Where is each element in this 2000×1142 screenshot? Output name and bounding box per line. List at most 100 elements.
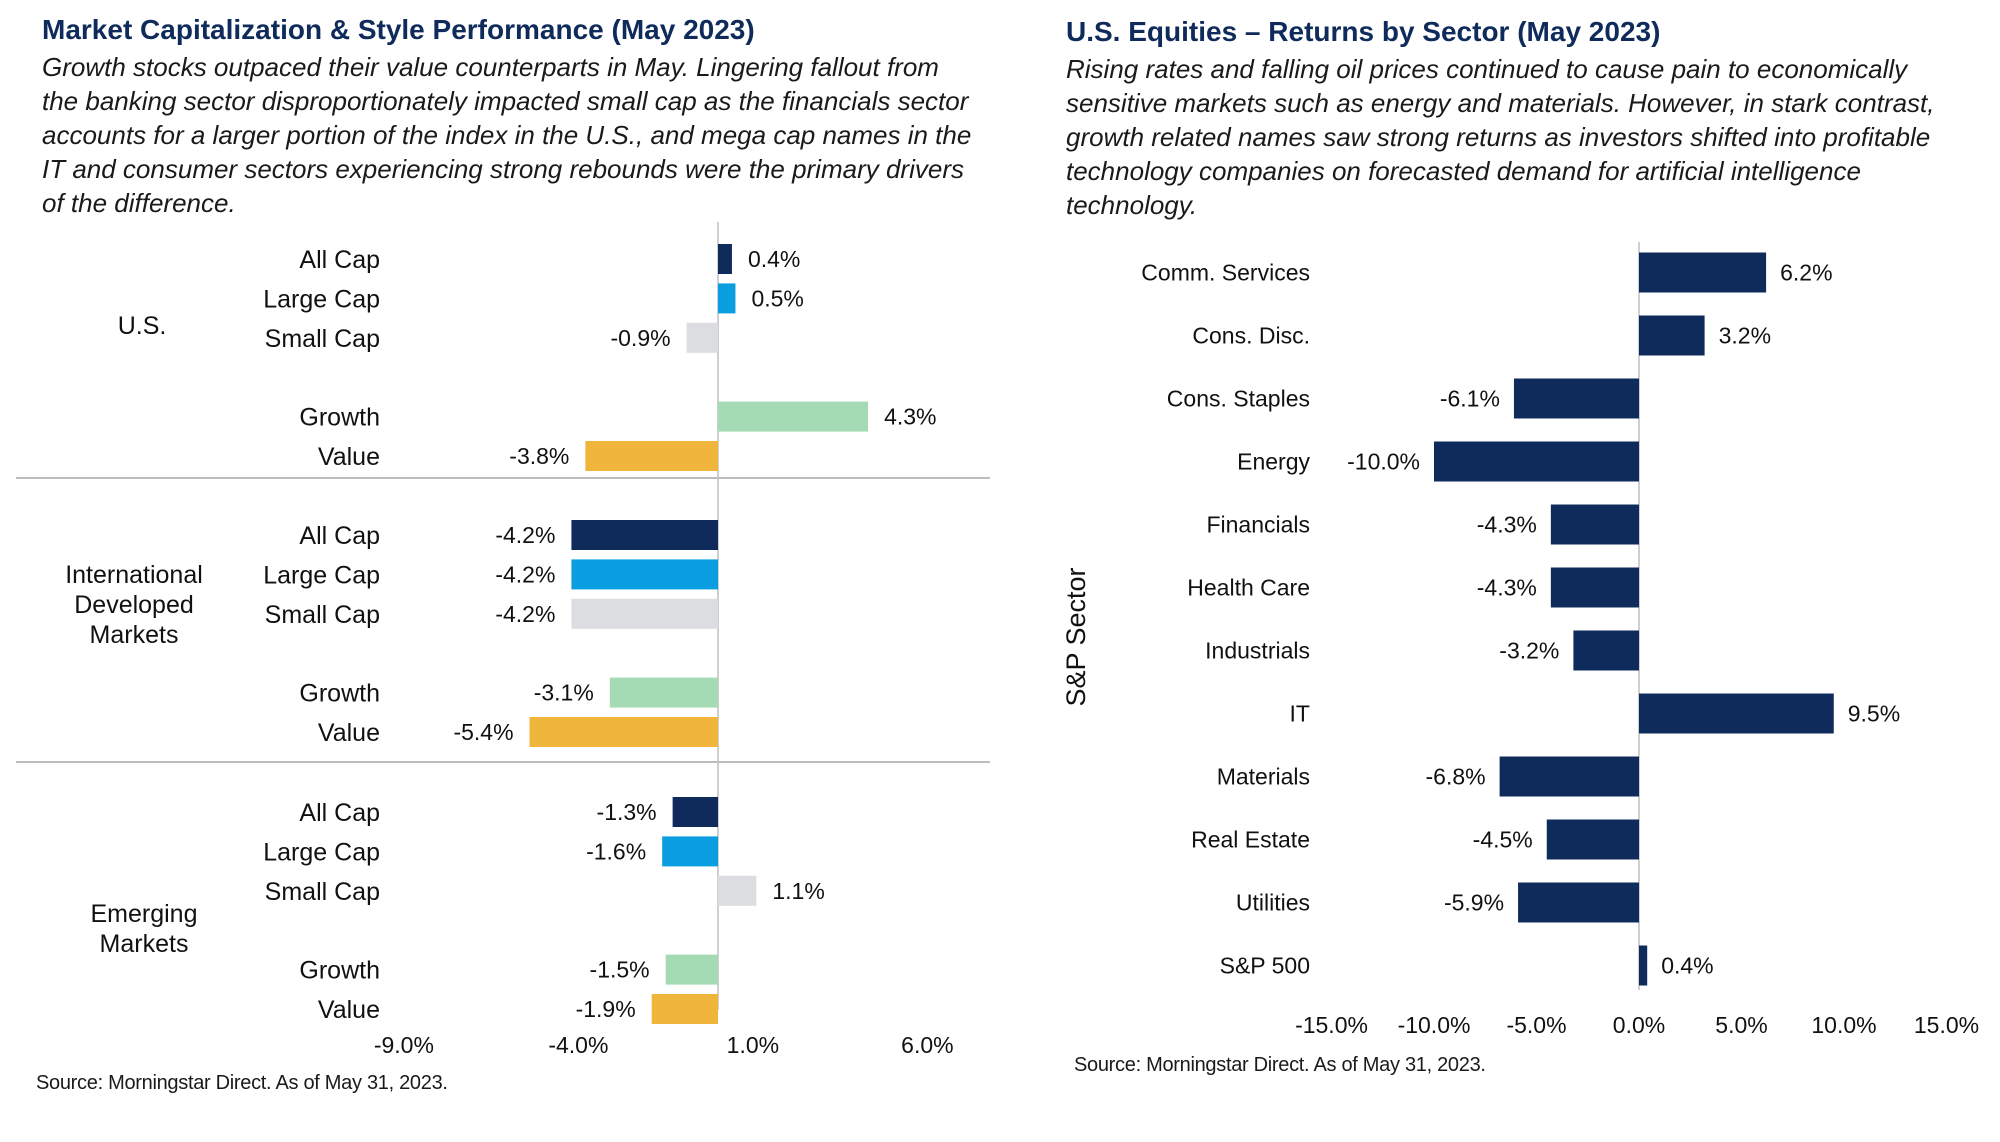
category-label-utilities: Utilities bbox=[1236, 890, 1310, 916]
x-tick-label: 1.0% bbox=[727, 1032, 779, 1058]
category-label-health-care: Health Care bbox=[1187, 575, 1310, 601]
category-label-small-cap: Small Cap bbox=[265, 601, 380, 629]
category-label-small-cap: Small Cap bbox=[265, 325, 380, 353]
category-label-industrials: Industrials bbox=[1205, 638, 1310, 664]
data-label: -4.5% bbox=[1473, 827, 1533, 853]
market-cap-style-chart: U.S. All Cap 0.4% Large Cap 0.5% Small Cap -0.… bbox=[16, 222, 990, 1058]
bar-s-p-500 bbox=[1639, 945, 1648, 986]
right-chart-subtitle: Rising rates and falling oil prices cont… bbox=[1066, 54, 1935, 220]
x-tick-label: -10.0% bbox=[1398, 1012, 1471, 1038]
data-label: 6.2% bbox=[1780, 260, 1832, 286]
category-label-all-cap: All Cap bbox=[299, 799, 380, 827]
bar-international-developed-markets-growth bbox=[609, 677, 718, 708]
bar-energy bbox=[1434, 441, 1639, 482]
left-panel: Market Capitalization & Style Performanc… bbox=[16, 14, 990, 1094]
category-label-large-cap: Large Cap bbox=[263, 561, 380, 589]
bar-utilities bbox=[1518, 882, 1639, 923]
group-label-international-developed-markets: International bbox=[65, 561, 203, 589]
data-label: -4.3% bbox=[1477, 575, 1537, 601]
data-label: -0.9% bbox=[610, 325, 670, 351]
bar-health-care bbox=[1550, 567, 1639, 608]
x-tick-label: -5.0% bbox=[1506, 1012, 1566, 1038]
bar-emerging-markets-small-cap bbox=[718, 875, 757, 906]
data-label: -4.2% bbox=[495, 561, 555, 587]
x-tick-label: 10.0% bbox=[1811, 1012, 1876, 1038]
data-label: -3.8% bbox=[509, 443, 569, 469]
right-chart-title: U.S. Equities – Returns by Sector (May 2… bbox=[1066, 16, 1661, 47]
category-label-large-cap: Large Cap bbox=[263, 285, 380, 313]
data-label: -3.2% bbox=[1499, 638, 1559, 664]
x-tick-label: -9.0% bbox=[374, 1032, 434, 1058]
bar-u-s-all-cap bbox=[718, 244, 732, 274]
bar-international-developed-markets-value bbox=[529, 717, 718, 747]
category-label-all-cap: All Cap bbox=[299, 522, 380, 550]
group-label-u-s: U.S. bbox=[118, 312, 167, 340]
category-label-small-cap: Small Cap bbox=[265, 878, 380, 906]
data-label: -1.9% bbox=[576, 996, 636, 1022]
category-label-materials: Materials bbox=[1217, 764, 1310, 790]
data-label: 0.5% bbox=[751, 285, 803, 311]
y-axis-title: S&P Sector bbox=[1061, 567, 1091, 706]
right-panel: U.S. Equities – Returns by Sector (May 2… bbox=[1000, 0, 2000, 1142]
bar-materials bbox=[1499, 756, 1639, 797]
bar-cons-staples bbox=[1513, 378, 1639, 419]
data-label: -4.3% bbox=[1477, 512, 1537, 538]
left-source-note: Source: Morningstar Direct. As of May 31… bbox=[36, 1072, 448, 1094]
category-label-value: Value bbox=[318, 996, 380, 1024]
category-label-cons-disc: Cons. Disc. bbox=[1192, 323, 1310, 349]
bar-emerging-markets-growth bbox=[665, 954, 718, 985]
x-tick-label: 0.0% bbox=[1613, 1012, 1665, 1038]
data-label: -5.4% bbox=[453, 719, 513, 745]
data-label: -1.6% bbox=[586, 838, 646, 864]
category-label-growth: Growth bbox=[299, 957, 380, 985]
data-label: -3.1% bbox=[534, 680, 594, 706]
data-label: -1.3% bbox=[597, 799, 657, 825]
data-label: -5.9% bbox=[1444, 890, 1504, 916]
data-label: -1.5% bbox=[590, 957, 650, 983]
x-tick-label: -15.0% bbox=[1295, 1012, 1368, 1038]
data-label: -10.0% bbox=[1347, 449, 1420, 475]
category-label-financials: Financials bbox=[1206, 512, 1310, 538]
category-label-value: Value bbox=[318, 719, 380, 747]
bar-international-developed-markets-all-cap bbox=[571, 520, 718, 550]
category-label-cons-staples: Cons. Staples bbox=[1167, 386, 1310, 412]
bar-u-s-growth bbox=[718, 401, 869, 432]
group-label-international-developed-markets: Markets bbox=[90, 621, 179, 649]
data-label: -4.2% bbox=[495, 601, 555, 627]
category-label-growth: Growth bbox=[299, 680, 380, 708]
bar-emerging-markets-large-cap bbox=[662, 836, 718, 867]
bar-u-s-small-cap bbox=[686, 322, 718, 353]
data-label: 3.2% bbox=[1719, 323, 1771, 349]
bar-comm-services bbox=[1639, 252, 1767, 293]
right-source-note: Source: Morningstar Direct. As of May 31… bbox=[1074, 1054, 1486, 1076]
category-label-value: Value bbox=[318, 443, 380, 471]
data-label: -6.1% bbox=[1440, 386, 1500, 412]
category-label-growth: Growth bbox=[299, 404, 380, 432]
group-label-emerging-markets: Markets bbox=[100, 930, 189, 958]
category-label-comm-services: Comm. Services bbox=[1141, 260, 1310, 286]
bar-u-s-value bbox=[585, 441, 718, 471]
category-label-real-estate: Real Estate bbox=[1191, 827, 1310, 853]
category-label-energy: Energy bbox=[1237, 449, 1310, 475]
group-label-emerging-markets: Emerging bbox=[91, 900, 198, 928]
group-label-international-developed-markets: Developed bbox=[74, 591, 194, 619]
bar-industrials bbox=[1573, 630, 1639, 671]
category-label-all-cap: All Cap bbox=[299, 246, 380, 274]
category-label-large-cap: Large Cap bbox=[263, 838, 380, 866]
data-label: 0.4% bbox=[748, 246, 800, 272]
x-tick-label: 15.0% bbox=[1914, 1012, 1979, 1038]
bar-real-estate bbox=[1546, 819, 1639, 860]
data-label: -4.2% bbox=[495, 522, 555, 548]
x-tick-label: 6.0% bbox=[901, 1032, 953, 1058]
bar-international-developed-markets-small-cap bbox=[571, 598, 718, 629]
left-chart-title: Market Capitalization & Style Performanc… bbox=[42, 14, 755, 45]
bar-u-s-large-cap bbox=[718, 283, 736, 314]
bar-financials bbox=[1550, 504, 1639, 545]
data-label: 0.4% bbox=[1661, 953, 1713, 979]
bar-emerging-markets-value bbox=[651, 994, 718, 1024]
data-label: 9.5% bbox=[1848, 701, 1900, 727]
bar-international-developed-markets-large-cap bbox=[571, 559, 718, 590]
x-tick-label: 5.0% bbox=[1715, 1012, 1767, 1038]
bar-emerging-markets-all-cap bbox=[672, 797, 718, 827]
left-chart-subtitle: Growth stocks outpaced their value count… bbox=[42, 52, 972, 218]
